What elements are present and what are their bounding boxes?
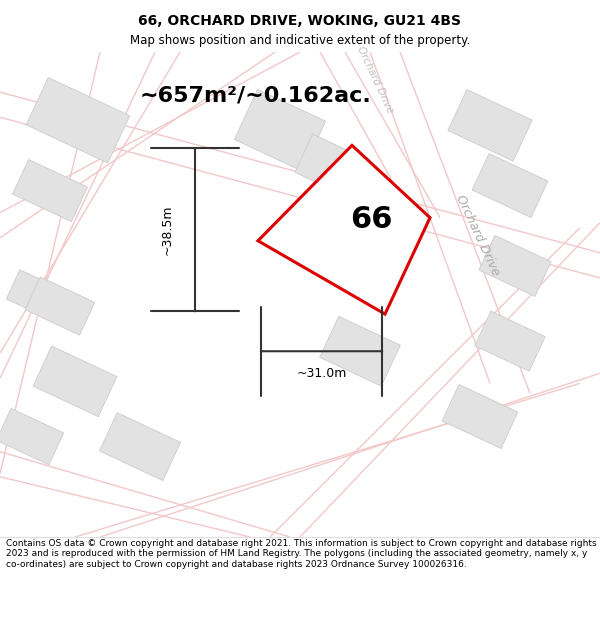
Text: 66: 66 [350, 205, 392, 234]
Polygon shape [100, 412, 181, 481]
Polygon shape [258, 146, 430, 314]
Polygon shape [235, 89, 326, 171]
Text: Map shows position and indicative extent of the property.: Map shows position and indicative extent… [130, 34, 470, 47]
Polygon shape [320, 316, 400, 386]
Polygon shape [448, 89, 532, 161]
Text: ~38.5m: ~38.5m [161, 204, 173, 255]
Polygon shape [33, 346, 117, 417]
Polygon shape [13, 159, 88, 222]
Polygon shape [479, 236, 551, 296]
Polygon shape [295, 134, 365, 197]
Text: ~31.0m: ~31.0m [296, 367, 347, 380]
Text: Orchard Drive: Orchard Drive [355, 45, 395, 115]
Polygon shape [25, 277, 95, 335]
Polygon shape [472, 154, 548, 218]
Polygon shape [475, 311, 545, 371]
Text: Contains OS data © Crown copyright and database right 2021. This information is : Contains OS data © Crown copyright and d… [6, 539, 596, 569]
Polygon shape [26, 78, 130, 163]
Polygon shape [442, 384, 518, 449]
Polygon shape [0, 408, 64, 465]
Polygon shape [7, 270, 70, 322]
Text: 66, ORCHARD DRIVE, WOKING, GU21 4BS: 66, ORCHARD DRIVE, WOKING, GU21 4BS [139, 14, 461, 28]
Text: Orchard Drive: Orchard Drive [454, 193, 502, 278]
Text: ~657m²/~0.162ac.: ~657m²/~0.162ac. [139, 85, 371, 105]
